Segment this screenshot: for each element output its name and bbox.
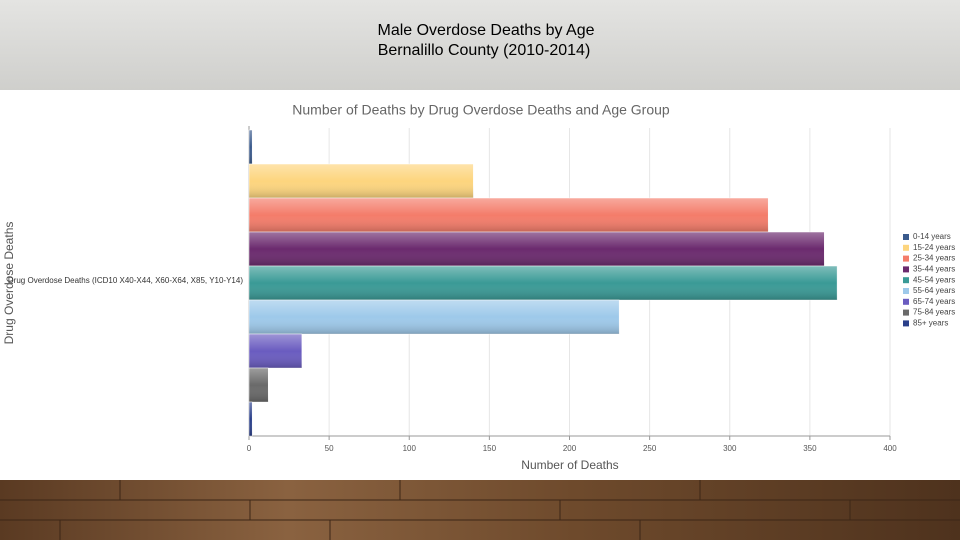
- header-band: [0, 0, 960, 90]
- legend-swatch: [903, 234, 909, 240]
- x-tick-label: 200: [563, 444, 577, 453]
- y-axis-title: Drug Overdose Deaths: [2, 222, 16, 345]
- legend-label: 25-34 years: [913, 254, 955, 263]
- legend-swatch: [903, 255, 909, 262]
- x-tick-label: 150: [483, 444, 497, 453]
- floor-planks: [0, 480, 960, 540]
- bar-shine: [249, 368, 269, 402]
- bar-shine: [249, 198, 769, 232]
- slide-subtitle: Bernalillo County (2010-2014): [378, 42, 591, 59]
- bar-shine: [249, 300, 620, 334]
- bar-shine: [249, 130, 253, 164]
- x-tick-label: 250: [643, 444, 657, 453]
- legend-swatch: [903, 244, 909, 251]
- x-axis-title: Number of Deaths: [521, 458, 618, 472]
- slide-title: Male Overdose Deaths by Age: [377, 22, 594, 39]
- legend-swatch: [903, 277, 909, 284]
- x-tick-label: 400: [883, 444, 897, 453]
- legend-swatch: [903, 309, 909, 316]
- bar-shine: [249, 232, 825, 266]
- x-tick-label: 300: [723, 444, 737, 453]
- wood-floor: [0, 480, 960, 540]
- legend-label: 15-24 years: [913, 243, 955, 252]
- legend-swatch: [903, 320, 909, 327]
- legend-label: 0-14 years: [913, 232, 951, 241]
- legend-label: 55-64 years: [913, 286, 955, 295]
- legend-swatch: [903, 298, 909, 305]
- legend-label: 45-54 years: [913, 275, 955, 284]
- legend-label: 75-84 years: [913, 308, 955, 317]
- category-label: Drug Overdose Deaths (ICD10 X40-X44, X60…: [8, 276, 243, 285]
- bar-shine: [249, 164, 474, 198]
- x-tick-label: 350: [803, 444, 817, 453]
- bar-shine: [249, 402, 253, 436]
- chart-title: Number of Deaths by Drug Overdose Deaths…: [292, 102, 670, 118]
- x-tick-label: 0: [247, 444, 252, 453]
- bar-shine: [249, 334, 302, 368]
- legend-label: 85+ years: [913, 319, 948, 328]
- legend-swatch: [903, 288, 909, 294]
- legend-label: 65-74 years: [913, 297, 955, 306]
- x-tick-label: 100: [403, 444, 417, 453]
- x-tick-label: 50: [325, 444, 334, 453]
- legend-label: 35-44 years: [913, 265, 955, 274]
- bar-shine: [249, 266, 838, 300]
- legend-swatch: [903, 266, 909, 273]
